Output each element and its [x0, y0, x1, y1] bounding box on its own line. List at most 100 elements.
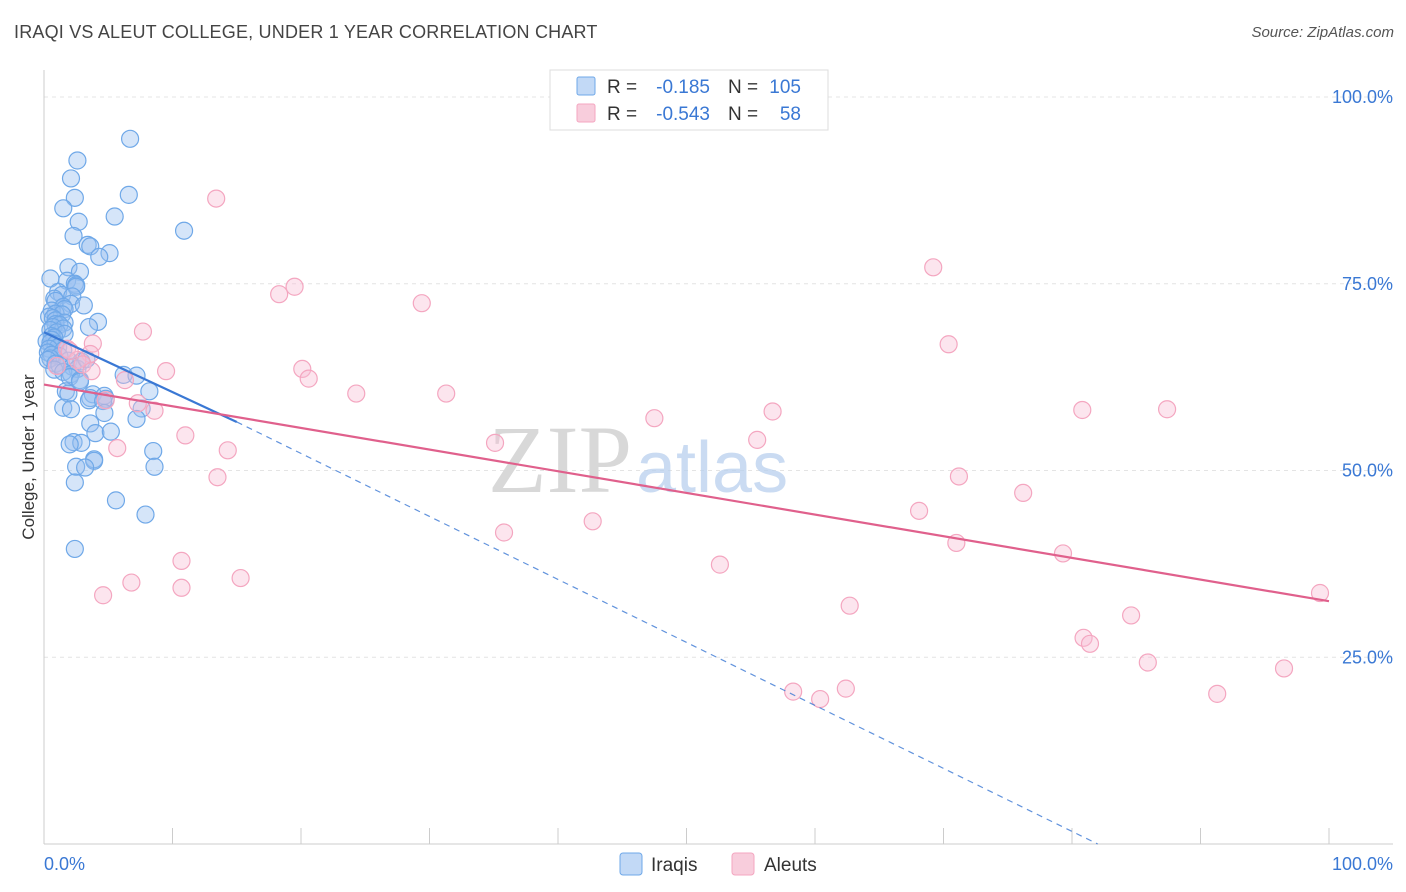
point-iraqis	[60, 435, 79, 454]
legend-swatch-iraqis	[619, 852, 643, 876]
point-iraqis	[76, 458, 95, 477]
point-aleuts	[1274, 659, 1294, 678]
point-iraqis	[119, 185, 138, 204]
trend-line-iraqis	[43, 331, 238, 423]
y-tick-label: 100.0%	[1332, 87, 1393, 107]
point-iraqis	[101, 422, 120, 441]
point-iraqis	[64, 226, 83, 246]
point-iraqis	[88, 312, 108, 331]
y-axis-tick-labels: 25.0% 50.0% 75.0% 100.0%	[1332, 87, 1393, 667]
point-aleuts	[208, 468, 227, 487]
watermark-atlas: atlas	[636, 428, 788, 508]
point-aleuts	[293, 359, 312, 379]
stats-r-label-iraqis: R =	[607, 77, 637, 98]
stats-n-label-aleuts: N =	[728, 104, 758, 125]
point-aleuts	[133, 322, 153, 341]
point-aleuts	[494, 523, 514, 542]
point-aleuts	[1310, 583, 1330, 603]
stats-swatch-iraqis	[576, 76, 596, 96]
point-iraqis	[174, 221, 194, 240]
point-aleuts	[1014, 483, 1033, 503]
point-iraqis	[90, 247, 109, 266]
point-aleuts	[94, 586, 113, 605]
point-aleuts	[924, 258, 943, 277]
stats-r-value-iraqis: -0.185	[656, 77, 710, 98]
legend-label-aleuts: Aleuts	[764, 855, 817, 876]
y-tick-label: 75.0%	[1342, 274, 1393, 294]
trend-line-iraqis-projected	[236, 421, 1098, 845]
point-iraqis	[81, 237, 100, 256]
point-aleuts	[1053, 544, 1073, 563]
stats-r-value-aleuts: -0.543	[656, 104, 710, 125]
point-iraqis	[61, 400, 81, 419]
y-tick-label: 25.0%	[1342, 647, 1393, 667]
point-iraqis	[61, 169, 81, 188]
point-iraqis	[106, 491, 126, 510]
bottom-legend: Iraqis Aleuts	[619, 852, 817, 876]
point-iraqis	[140, 382, 159, 401]
point-aleuts	[412, 294, 431, 313]
point-aleuts	[108, 438, 127, 458]
trend-line-aleuts	[43, 383, 1330, 603]
point-aleuts	[763, 402, 782, 421]
trend-lines	[43, 331, 1330, 845]
point-aleuts	[485, 433, 505, 452]
point-aleuts	[83, 334, 102, 353]
x-tick-label-max: 100.0%	[1332, 854, 1393, 874]
point-aleuts	[218, 441, 237, 460]
point-aleuts	[437, 384, 456, 403]
legend-label-iraqis: Iraqis	[651, 855, 697, 876]
point-aleuts	[840, 596, 859, 615]
chart-title: IRAQI VS ALEUT COLLEGE, UNDER 1 YEAR COR…	[14, 22, 598, 42]
watermark-zip: ZIP	[488, 406, 632, 513]
point-iraqis	[69, 212, 88, 231]
point-aleuts	[285, 277, 304, 296]
point-iraqis	[59, 258, 78, 277]
point-aleuts	[1208, 684, 1227, 703]
stats-box-frame	[549, 69, 829, 131]
point-aleuts	[1073, 400, 1092, 420]
point-iraqis	[81, 414, 100, 433]
stats-legend-box: R = -0.185 N = 105 R = -0.543 N = 58	[549, 69, 829, 131]
point-iraqis	[68, 151, 87, 170]
point-aleuts	[207, 189, 226, 208]
point-iraqis	[74, 296, 93, 315]
point-iraqis	[100, 244, 119, 263]
point-aleuts	[836, 679, 855, 698]
point-iraqis	[85, 451, 104, 470]
point-aleuts	[231, 568, 250, 588]
point-iraqis	[144, 441, 163, 461]
point-iraqis	[65, 539, 84, 559]
point-aleuts	[299, 369, 318, 388]
point-iraqis	[65, 473, 84, 492]
point-aleuts	[949, 467, 969, 486]
legend-swatch-aleuts	[731, 852, 755, 876]
watermark: ZIP atlas	[488, 406, 788, 513]
point-aleuts	[1157, 400, 1177, 419]
point-iraqis	[70, 262, 90, 281]
point-aleuts	[939, 335, 958, 354]
point-aleuts	[156, 362, 176, 381]
point-aleuts	[909, 501, 929, 520]
scatter-points	[37, 129, 1330, 709]
stats-swatch-aleuts	[576, 103, 596, 123]
point-iraqis	[67, 277, 86, 296]
point-aleuts	[172, 578, 191, 597]
point-iraqis	[120, 129, 140, 148]
stats-n-label-iraqis: N =	[728, 77, 758, 98]
point-aleuts	[583, 512, 602, 531]
point-aleuts	[1122, 606, 1141, 625]
point-aleuts	[115, 371, 135, 390]
point-iraqis	[105, 207, 124, 226]
x-axis-ticks	[172, 828, 1330, 844]
point-iraqis	[54, 398, 73, 417]
point-aleuts	[1080, 634, 1100, 653]
point-iraqis	[72, 433, 91, 452]
point-aleuts	[645, 409, 664, 428]
point-iraqis	[145, 457, 164, 476]
point-aleuts	[710, 555, 730, 574]
point-iraqis	[86, 424, 105, 443]
point-aleuts	[270, 285, 289, 304]
point-aleuts	[82, 362, 101, 381]
